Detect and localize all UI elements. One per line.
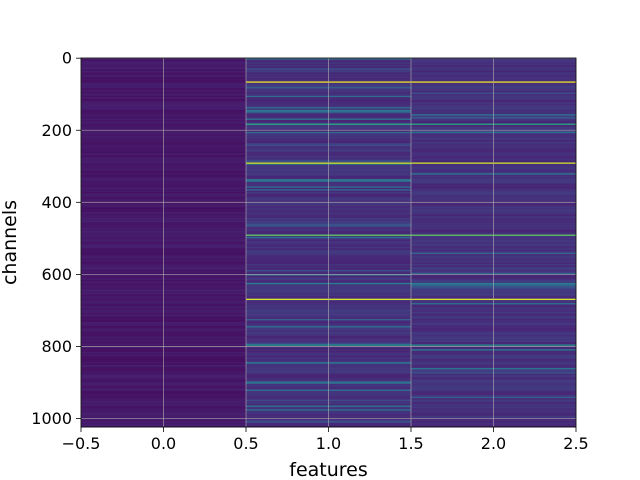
x-tick-label: 2.0 xyxy=(481,434,506,453)
x-tick-label: 0.5 xyxy=(233,434,258,453)
y-tick-label: 400 xyxy=(41,193,72,212)
y-tick-label: 800 xyxy=(41,337,72,356)
x-tick-label: −0.5 xyxy=(62,434,101,453)
x-axis-ticks: −0.5 0.0 0.5 1.0 1.5 2.0 2.5 xyxy=(62,427,589,453)
x-tick-label: 1.5 xyxy=(398,434,423,453)
y-tick-label: 600 xyxy=(41,265,72,284)
x-axis-label: features xyxy=(289,459,368,480)
y-tick-label: 0 xyxy=(62,49,72,68)
y-axis-ticks: 0 200 400 600 800 1000 xyxy=(31,49,81,428)
x-tick-label: 0.0 xyxy=(151,434,176,453)
y-tick-label: 1000 xyxy=(31,409,72,428)
x-tick-label: 1.0 xyxy=(316,434,341,453)
y-tick-label: 200 xyxy=(41,121,72,140)
y-axis-label: channels xyxy=(0,200,21,285)
x-tick-label: 2.5 xyxy=(563,434,588,453)
